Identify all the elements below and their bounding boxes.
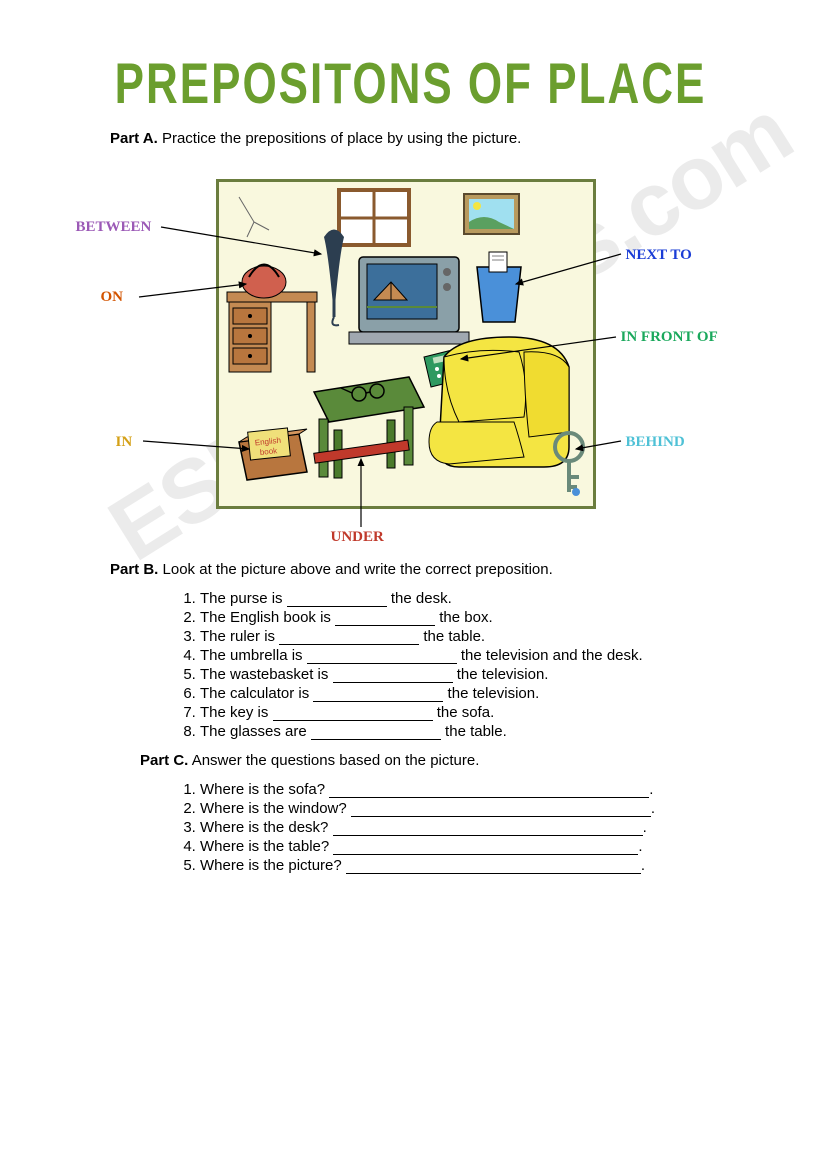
period: . <box>638 838 642 855</box>
worksheet-page: ESLprintables.com PREPOSITONS OF PLACE P… <box>0 0 821 924</box>
question-text: Where is the sofa? <box>200 781 329 798</box>
answer-blank[interactable] <box>273 706 433 721</box>
answer-blank[interactable] <box>313 687 443 702</box>
part-b-item: The purse is the desk. <box>200 590 751 607</box>
part-c-label: Part C. <box>140 752 188 769</box>
answer-blank[interactable] <box>287 592 387 607</box>
question-post: the desk. <box>387 590 452 607</box>
part-b-item: The calculator is the television. <box>200 685 751 702</box>
period: . <box>641 857 645 874</box>
answer-blank[interactable] <box>351 802 651 817</box>
question-pre: The key is <box>200 704 273 721</box>
period: . <box>651 800 655 817</box>
label-behind: BEHIND <box>626 434 685 451</box>
part-b-item: The English book is the box. <box>200 609 751 626</box>
part-b-item: The umbrella is the television and the d… <box>200 647 751 664</box>
desk-icon <box>227 292 317 372</box>
diagram: English book BETWEEN ON IN UNDER NEXT TO… <box>71 159 751 549</box>
part-a-text: Practice the prepositions of place by us… <box>162 130 521 147</box>
question-pre: The purse is <box>200 590 287 607</box>
answer-blank[interactable] <box>279 630 419 645</box>
question-text: Where is the window? <box>200 800 351 817</box>
period: . <box>643 819 647 836</box>
part-c-item: Where is the window? . <box>200 800 751 817</box>
room-illustration: English book <box>216 179 596 509</box>
answer-blank[interactable] <box>335 611 435 626</box>
svg-text:book: book <box>259 446 278 457</box>
question-text: Where is the desk? <box>200 819 333 836</box>
part-b-list: The purse is the desk. The English book i… <box>160 590 751 740</box>
question-post: the table. <box>419 628 485 645</box>
answer-blank[interactable] <box>333 821 643 836</box>
part-b-instruction: Part B. Look at the picture above and wr… <box>110 561 751 578</box>
label-between: BETWEEN <box>76 219 152 236</box>
question-pre: The glasses are <box>200 723 311 740</box>
question-post: the sofa. <box>433 704 495 721</box>
question-pre: The wastebasket is <box>200 666 333 683</box>
label-on: ON <box>101 289 124 306</box>
question-post: the television. <box>453 666 549 683</box>
room-svg: English book <box>219 182 593 506</box>
question-pre: The umbrella is <box>200 647 307 664</box>
part-c-item: Where is the desk? . <box>200 819 751 836</box>
part-c-item: Where is the table? . <box>200 838 751 855</box>
question-post: the box. <box>435 609 493 626</box>
part-c-instruction: Part C. Answer the questions based on th… <box>140 752 751 769</box>
purse-icon <box>242 265 286 299</box>
answer-blank[interactable] <box>307 649 457 664</box>
part-b-text: Look at the picture above and write the … <box>163 561 553 578</box>
answer-blank[interactable] <box>329 783 649 798</box>
umbrella-icon <box>324 230 344 326</box>
wastebasket-icon <box>477 252 521 322</box>
answer-blank[interactable] <box>333 668 453 683</box>
answer-blank[interactable] <box>346 859 641 874</box>
part-c-list: Where is the sofa? .Where is the window?… <box>160 781 751 874</box>
part-b-item: The key is the sofa. <box>200 704 751 721</box>
tv-icon <box>349 257 469 344</box>
part-c-item: Where is the picture? . <box>200 857 751 874</box>
part-c-item: Where is the sofa? . <box>200 781 751 798</box>
part-b-label: Part B. <box>110 561 158 578</box>
part-a-instruction: Part A. Practice the prepositions of pla… <box>110 130 751 147</box>
question-pre: The ruler is <box>200 628 279 645</box>
question-pre: The English book is <box>200 609 335 626</box>
question-text: Where is the table? <box>200 838 333 855</box>
question-post: the table. <box>441 723 507 740</box>
box-icon: English book <box>239 428 307 480</box>
question-post: the television. <box>443 685 539 702</box>
label-under: UNDER <box>331 529 384 546</box>
part-c-text: Answer the questions based on the pictur… <box>192 752 480 769</box>
part-b-item: The wastebasket is the television. <box>200 666 751 683</box>
label-infrontof: IN FRONT OF <box>621 329 718 346</box>
part-b-item: The ruler is the table. <box>200 628 751 645</box>
part-b-item: The glasses are the table. <box>200 723 751 740</box>
question-text: Where is the picture? <box>200 857 346 874</box>
page-title: PREPOSITONS OF PLACE <box>70 53 751 118</box>
answer-blank[interactable] <box>333 840 638 855</box>
sofa-icon <box>429 337 569 467</box>
label-nextto: NEXT TO <box>626 247 692 264</box>
label-in: IN <box>116 434 133 451</box>
question-pre: The calculator is <box>200 685 313 702</box>
period: . <box>649 781 653 798</box>
part-a-label: Part A. <box>110 130 158 147</box>
question-post: the television and the desk. <box>457 647 643 664</box>
answer-blank[interactable] <box>311 725 441 740</box>
